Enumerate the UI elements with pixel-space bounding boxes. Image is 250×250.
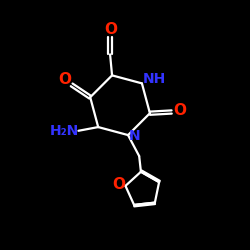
Text: O: O	[104, 22, 117, 37]
Text: NH: NH	[143, 72, 167, 86]
Text: O: O	[112, 177, 125, 192]
Text: O: O	[173, 103, 186, 118]
Text: O: O	[58, 72, 71, 87]
Text: N: N	[129, 129, 141, 143]
Text: H₂N: H₂N	[50, 124, 80, 138]
